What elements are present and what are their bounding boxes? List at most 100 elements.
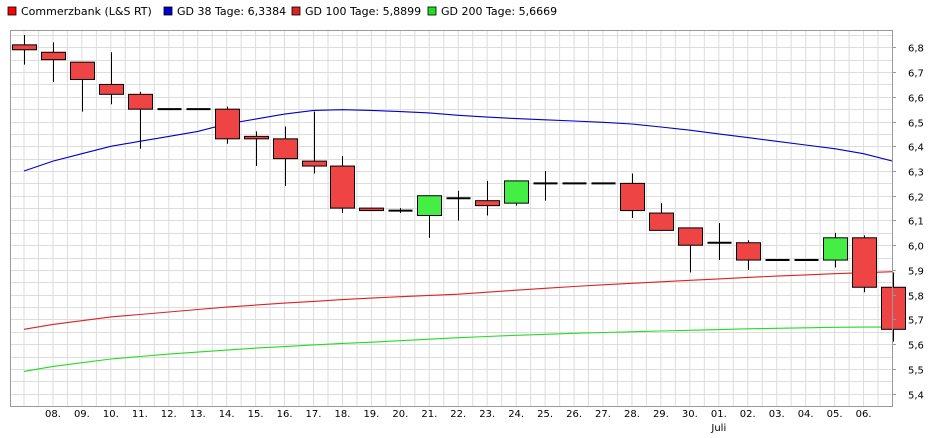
y-axis: 5,4 5,5 5,6 5,7 5,8 5,9 6,0 6,1 6,2 6,3 6,4 6,5 6,6 6… (892, 44, 924, 402)
y-tick-label: 6,8 (908, 44, 924, 55)
candle (736, 240, 761, 270)
candle (330, 156, 355, 214)
candle-body (330, 165, 355, 209)
x-tick-label: 12. (161, 409, 177, 420)
candle (852, 235, 877, 293)
x-month-label: Juli (710, 423, 726, 434)
candle-body (41, 51, 66, 61)
candle-body (823, 237, 848, 261)
plot-area (10, 30, 892, 406)
x-tick-label: 01. (711, 409, 727, 420)
candle (244, 131, 269, 167)
x-tick-label: 19. (363, 409, 379, 420)
candle (707, 222, 732, 261)
candle (99, 52, 124, 105)
x-tick-label: 24. (508, 409, 524, 420)
candle (359, 207, 384, 212)
legend-label: GD 200 Tage: 5,6669 (441, 5, 557, 18)
y-tick-label: 6,0 (908, 242, 924, 253)
legend-swatch (163, 6, 173, 16)
candle (823, 232, 848, 268)
x-tick-label: 15. (248, 409, 264, 420)
x-tick-label: 02. (740, 409, 756, 420)
candle-body (302, 160, 327, 167)
candle (388, 208, 413, 214)
legend-swatch (427, 6, 437, 16)
candle-body (417, 195, 442, 217)
candle (678, 227, 703, 273)
x-tick-label: 26. (566, 409, 582, 420)
x-tick-label: 13. (190, 409, 206, 420)
y-tick-label: 5,4 (908, 391, 924, 402)
candle-body (70, 61, 95, 80)
y-tick-label: 6,3 (908, 168, 924, 179)
candle-body (99, 83, 124, 95)
x-tick-label: 14. (219, 409, 235, 420)
moving-average-lines (23, 109, 893, 372)
candle (273, 126, 298, 186)
candle-body (128, 93, 153, 110)
series-line (23, 271, 893, 330)
x-tick-label: 10. (103, 409, 119, 420)
legend-label: GD 100 Tage: 5,8899 (305, 5, 421, 18)
candle (417, 195, 442, 238)
legend-label: GD 38 Tage: 6,3384 (177, 5, 286, 18)
x-tick-label: 03. (769, 409, 785, 420)
candle (881, 272, 906, 342)
candle-body (359, 207, 384, 212)
x-axis: 08. 09. 10. 11. 12. 13. 14. 15. 16. 17. 18. 19. 20. 2… (45, 409, 872, 434)
y-tick-label: 6,1 (908, 217, 924, 228)
x-tick-label: 11. (132, 409, 148, 420)
legend-label: Commerzbank (L&S RT) (21, 5, 152, 18)
y-tick-label: 6,4 (908, 143, 924, 154)
candle (475, 180, 500, 216)
candlesticks (12, 34, 906, 342)
x-tick-label: 22. (450, 409, 466, 420)
candle-body (852, 237, 877, 288)
legend: Commerzbank (L&S RT) GD 38 Tage: 6,3384 GD… (7, 5, 557, 18)
candle (649, 203, 674, 231)
y-tick-label: 5,6 (908, 341, 924, 352)
candle (302, 111, 327, 174)
legend-swatch (7, 6, 17, 16)
y-tick-label: 6,6 (908, 94, 924, 105)
candle (446, 190, 471, 221)
candle (215, 106, 240, 144)
y-tick-label: 6,5 (908, 119, 924, 130)
y-tick-label: 5,7 (908, 316, 924, 327)
x-tick-label: 28. (624, 409, 640, 420)
candle (128, 91, 153, 149)
candle-body (504, 180, 529, 204)
x-tick-label: 08. (45, 409, 61, 420)
candle-body (12, 44, 37, 51)
x-tick-label: 25. (537, 409, 553, 420)
plot-border (10, 30, 893, 407)
y-tick-label: 5,5 (908, 366, 924, 377)
y-tick-label: 5,9 (908, 267, 924, 278)
candle-body (244, 135, 269, 140)
candle-body (620, 182, 645, 212)
x-tick-label: 16. (277, 409, 293, 420)
x-tick-label: 23. (479, 409, 495, 420)
y-tick-label: 6,7 (908, 69, 924, 80)
candle (620, 173, 645, 218)
x-tick-label: 06. (856, 409, 872, 420)
y-tick-label: 6,2 (908, 193, 924, 204)
x-tick-label: 18. (334, 409, 350, 420)
candle-body (475, 200, 500, 207)
x-tick-label: 30. (682, 409, 698, 420)
candle-body (649, 212, 674, 231)
x-tick-label: 27. (595, 409, 611, 420)
candle-body (678, 227, 703, 246)
y-tick-label: 5,8 (908, 292, 924, 303)
x-tick-label: 05. (827, 409, 843, 420)
candle-body (273, 138, 298, 160)
legend-swatch (291, 6, 301, 16)
x-tick-label: 20. (392, 409, 408, 420)
candle (12, 34, 37, 65)
candle-body (215, 108, 240, 140)
x-tick-label: 21. (421, 409, 437, 420)
candle (70, 61, 95, 112)
candle-body (736, 242, 761, 261)
